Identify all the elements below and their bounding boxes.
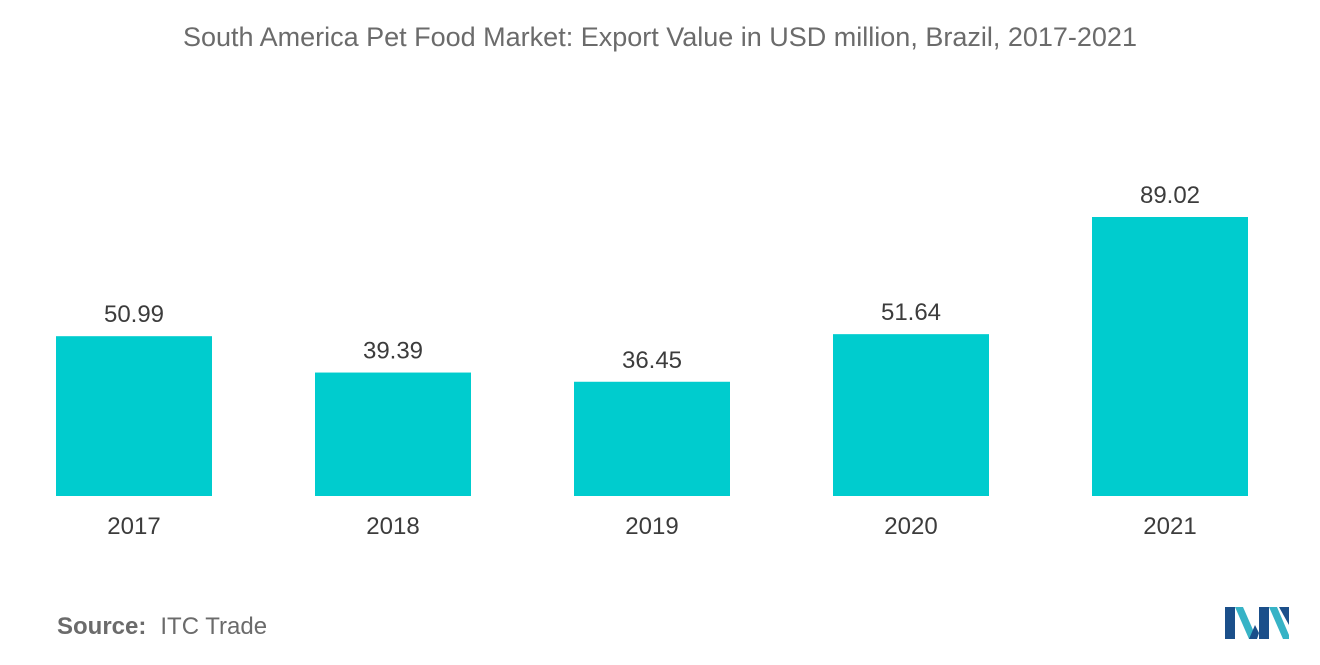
source-label: Source:: [57, 613, 147, 640]
bar-2020: [833, 334, 989, 496]
x-tick-label-2021: 2021: [1143, 513, 1196, 540]
x-tick-label-2020: 2020: [884, 513, 937, 540]
bar-value-label-2019: 36.45: [622, 347, 682, 374]
source-note: Source: ITC Trade: [57, 613, 267, 641]
bar-value-label-2021: 89.02: [1140, 182, 1200, 209]
bar-value-label-2018: 39.39: [363, 338, 423, 365]
x-tick-label-2018: 2018: [366, 513, 419, 540]
source-text: ITC Trade: [160, 613, 268, 640]
x-tick-label-2019: 2019: [625, 513, 678, 540]
bar-2017: [56, 336, 212, 496]
bar-value-label-2020: 51.64: [881, 299, 941, 326]
mordor-intelligence-logo-icon: [1225, 607, 1289, 639]
bar-2018: [315, 372, 471, 496]
x-tick-label-2017: 2017: [107, 513, 160, 540]
bar-2021: [1092, 217, 1248, 496]
chart-title: South America Pet Food Market: Export Va…: [183, 22, 1137, 52]
bar-value-label-2017: 50.99: [104, 301, 164, 328]
bar-2019: [574, 381, 730, 496]
